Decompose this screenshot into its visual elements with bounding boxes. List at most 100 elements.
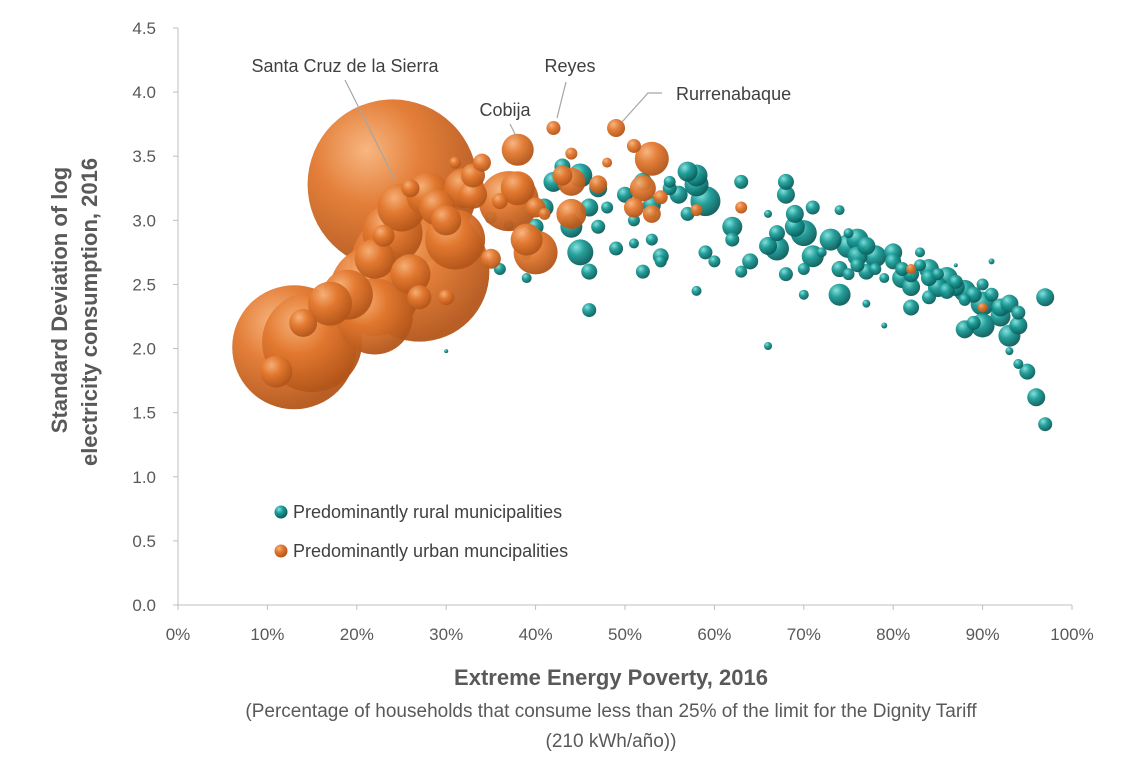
bubble-rural [698, 245, 713, 260]
bubble-rural [931, 268, 944, 281]
bubble-urban [491, 193, 508, 210]
bubble-rural [601, 201, 614, 214]
bubble-rural [609, 241, 624, 256]
bubble-rural [722, 216, 743, 237]
x-tick-label: 30% [429, 625, 463, 644]
bubble-rural [819, 228, 842, 251]
bubble-rural [881, 322, 888, 329]
x-tick-label: 80% [876, 625, 910, 644]
bubble-rural [567, 239, 594, 266]
bubble-rural [879, 273, 890, 284]
legend-label-urban: Predominantly urban muncipalities [293, 541, 568, 561]
x-tick-label: 90% [966, 625, 1000, 644]
bubble-rural [797, 263, 810, 276]
bubble-urban [977, 302, 988, 313]
legend: Predominantly rural municipalities Predo… [274, 502, 568, 561]
bubble-urban [307, 281, 352, 326]
bubble-rural [948, 274, 963, 289]
bubble-rural [628, 238, 639, 249]
bubble-rural [828, 283, 851, 306]
bubble-urban [510, 223, 543, 256]
bubble-urban [602, 157, 613, 168]
bubble-rural [521, 273, 532, 284]
x-axis-subtitle-line1: (Percentage of households that consume l… [245, 701, 977, 722]
annotation-leader [621, 92, 662, 123]
bubble-rural [785, 204, 804, 223]
y-tick-label: 4.0 [132, 83, 156, 102]
bubble-urban [260, 355, 293, 388]
bubble-rural [921, 290, 936, 305]
bubble-urban [401, 179, 420, 198]
bubble-rural [1027, 388, 1046, 407]
bubble-rural [1019, 363, 1036, 380]
x-axis-title: Extreme Energy Poverty, 2016 [454, 665, 768, 690]
bubble-rural [850, 258, 865, 273]
x-tick-label: 100% [1050, 625, 1093, 644]
x-tick-label: 20% [340, 625, 374, 644]
bubble-rural [805, 200, 820, 215]
bubble-urban [480, 248, 501, 269]
bubble-rural [938, 282, 955, 299]
x-tick-label: 70% [787, 625, 821, 644]
bubble-rural [1013, 358, 1024, 369]
y-tick-label: 3.0 [132, 211, 156, 230]
x-tick-label: 0% [166, 625, 191, 644]
bubble-rural [798, 289, 809, 300]
bubble-urban [354, 238, 395, 279]
bubble-urban [538, 207, 551, 220]
y-tick-label: 1.0 [132, 468, 156, 487]
bubble-rural [768, 225, 785, 242]
bubble-rural [843, 228, 854, 239]
bubble-rural [654, 255, 667, 268]
bubble-urban [607, 119, 626, 138]
y-tick-label: 4.5 [132, 19, 156, 38]
bubble-urban [565, 147, 578, 160]
bubble-rural [677, 161, 698, 182]
bubble-urban [546, 121, 561, 136]
x-tick-label: 10% [250, 625, 284, 644]
bubble-rural [816, 247, 827, 258]
annotation-leader [344, 79, 396, 181]
bubble-urban [735, 201, 748, 214]
bubble-rural [958, 293, 971, 306]
bubble-urban [623, 197, 644, 218]
bubble-rural [627, 214, 640, 227]
x-tick-label: 60% [697, 625, 731, 644]
bubble-urban [626, 138, 641, 153]
bubble-rural [984, 287, 999, 302]
annotation-label: Cobija [479, 100, 531, 120]
bubble-rural [582, 303, 597, 318]
bubble-rural [915, 247, 926, 258]
bubble-rural [617, 186, 633, 203]
bubble-urban [634, 141, 669, 176]
bubble-urban [642, 204, 661, 223]
bubble-urban [289, 308, 318, 337]
bubble-rural [842, 268, 855, 281]
bubble-urban [449, 156, 462, 169]
annotation-label: Rurrenabaque [676, 84, 791, 104]
y-tick-label: 2.5 [132, 275, 156, 294]
annotation-leader [556, 81, 567, 119]
bubble-rural [725, 232, 740, 247]
bubble-rural [857, 236, 876, 255]
bubble-urban [390, 254, 431, 295]
bubble-rural [1005, 347, 1014, 356]
bubble-rural [895, 262, 910, 277]
bubble-rural [759, 236, 778, 255]
bubble-urban [472, 153, 491, 172]
y-axis-ticks: 0.0 0.5 1.0 1.5 2.0 2.5 3.0 3.5 4.0 4.5 [132, 19, 178, 615]
bubble-rural [764, 341, 773, 350]
bubble-urban [589, 175, 608, 194]
series-rural [444, 158, 1055, 432]
annotation-label: Santa Cruz de la Sierra [251, 56, 439, 76]
y-tick-label: 0.0 [132, 596, 156, 615]
y-tick-label: 3.5 [132, 147, 156, 166]
bubble-urban [438, 289, 455, 306]
y-tick-label: 2.0 [132, 340, 156, 359]
y-tick-label: 0.5 [132, 532, 156, 551]
bubble-rural [635, 264, 650, 279]
bubble-rural [953, 263, 958, 268]
annotation-leader [509, 123, 518, 139]
bubble-rural [1038, 417, 1053, 432]
